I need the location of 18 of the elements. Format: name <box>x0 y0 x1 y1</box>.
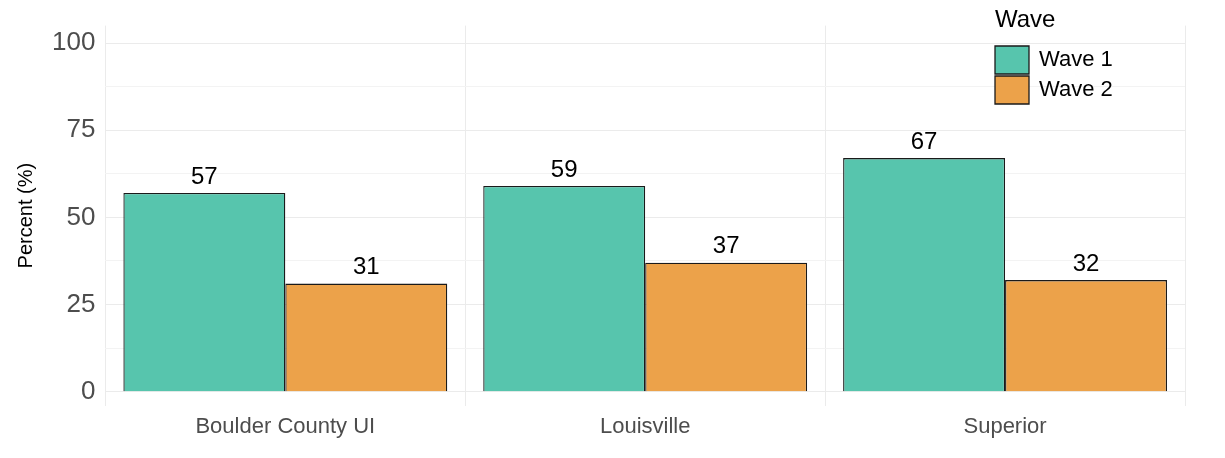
data-label: 31 <box>352 252 380 280</box>
x-tick-label: Superior <box>963 412 1047 438</box>
y-axis-title: Percent (%) <box>13 162 36 269</box>
y-tick-label: 100 <box>51 26 96 57</box>
x-tick-label: Louisville <box>599 412 691 438</box>
y-tick-label: 50 <box>66 200 96 231</box>
legend-title: Wave <box>995 4 1056 32</box>
data-label: 57 <box>190 161 218 189</box>
y-tick-label: 25 <box>66 287 96 318</box>
data-label: 59 <box>550 154 578 182</box>
legend-label: Wave 1 <box>1039 46 1113 72</box>
y-tick-label: 75 <box>66 113 96 144</box>
legend-label: Wave 2 <box>1039 76 1113 102</box>
data-label: 32 <box>1072 248 1100 276</box>
data-label: 37 <box>712 231 740 259</box>
data-label: 67 <box>910 126 938 154</box>
y-tick-label: 0 <box>80 374 96 405</box>
x-tick-label: Boulder County UI <box>195 412 376 438</box>
